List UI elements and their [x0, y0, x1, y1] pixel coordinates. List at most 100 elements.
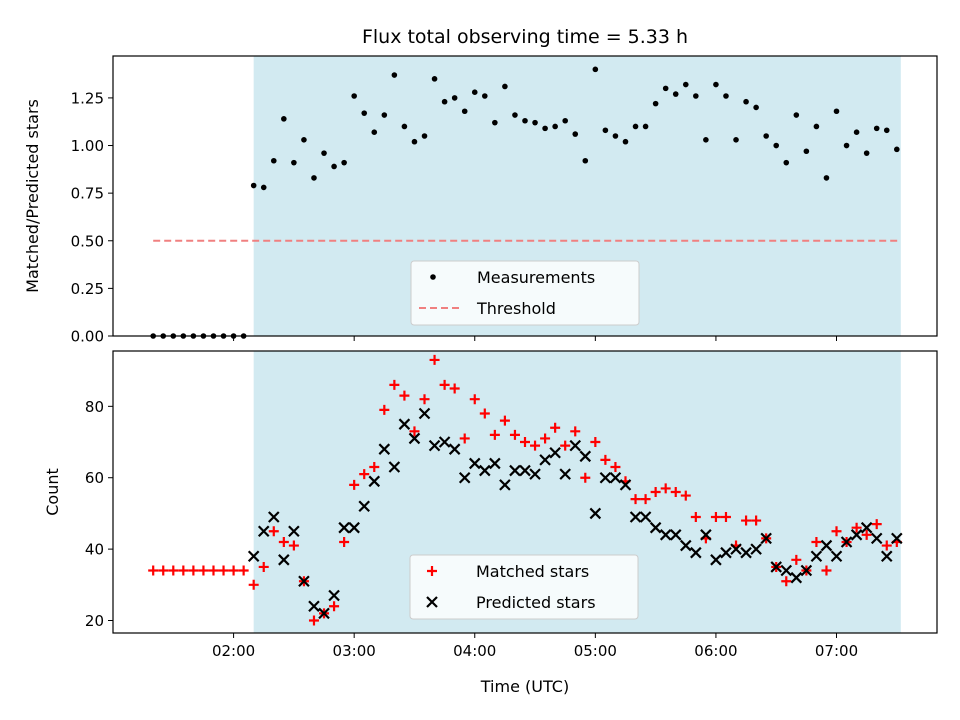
measurement-point	[351, 93, 357, 99]
matched-star-point	[580, 472, 591, 483]
measurement-point	[863, 150, 870, 156]
matched-star-point	[509, 429, 520, 440]
measurement-point	[894, 146, 900, 153]
predicted-star-point	[850, 529, 863, 541]
measurement-point	[713, 81, 719, 88]
matched-star-point	[560, 440, 571, 451]
matched-star-point	[690, 511, 701, 522]
predicted-star-point	[539, 454, 551, 466]
measurement-point	[260, 184, 267, 191]
matched-star-point	[570, 426, 581, 437]
measurement-point	[733, 137, 739, 143]
y-axis-label: Count	[43, 468, 62, 516]
measurement-point	[311, 175, 317, 181]
matched-star-point	[650, 487, 661, 497]
predicted-star-point	[720, 546, 732, 559]
predicted-star-point	[448, 443, 461, 455]
measurement-point	[532, 119, 538, 126]
predicted-star-point	[499, 479, 511, 491]
predicted-star-point	[268, 511, 280, 523]
measurement-point	[341, 159, 347, 166]
measurement-point	[773, 142, 780, 149]
y-tick-label: 0.50	[71, 232, 104, 250]
y-tick-label: 0.25	[71, 280, 104, 298]
measurement-point	[522, 117, 528, 124]
measurement-point	[482, 93, 488, 99]
legend-marker	[426, 596, 438, 608]
matched-star-point	[751, 515, 762, 526]
measurement-point	[783, 159, 790, 166]
matched-star-point	[871, 519, 882, 530]
matched-star-point	[881, 540, 892, 551]
predicted-star-point	[489, 457, 501, 470]
measurement-point	[451, 95, 458, 101]
measurement-point	[843, 142, 850, 149]
measurement-point	[803, 148, 810, 155]
count-panel: 20 40 60 80 02:00 03:00 04:00 05:00 06:00 07:00 Co…	[43, 350, 938, 660]
predicted-star-point	[308, 600, 320, 613]
predicted-star-point	[860, 521, 873, 534]
measurement-point	[592, 66, 599, 73]
matched-star-point	[459, 433, 470, 444]
matched-star-point	[339, 536, 350, 547]
measurement-point	[291, 159, 297, 166]
predicted-star-point	[458, 471, 471, 484]
measurement-point	[401, 123, 408, 130]
matched-star-point	[168, 565, 179, 576]
predicted-star-point	[247, 550, 260, 563]
matched-star-point	[469, 394, 480, 405]
predicted-star-point	[820, 539, 833, 552]
predicted-star-point	[549, 446, 561, 459]
predicted-star-point	[579, 450, 592, 463]
predicted-star-point	[690, 546, 702, 559]
measurement-point	[813, 123, 820, 130]
measurement-point	[582, 157, 589, 164]
measurement-point	[743, 98, 749, 105]
legend: Measurements Threshold	[410, 260, 640, 326]
plot-frame	[112, 55, 938, 337]
y-tick-label: 20	[85, 612, 104, 630]
measurement-point	[793, 112, 800, 118]
y-tick-label: 0.75	[71, 185, 104, 203]
measurement-point	[552, 123, 558, 130]
matched-star-point	[379, 404, 390, 415]
predicted-star-point	[298, 575, 310, 588]
predicted-star-point	[358, 500, 370, 513]
plot-frame	[112, 350, 938, 634]
predicted-star-point	[669, 529, 682, 541]
y-tick-label: 80	[85, 398, 104, 416]
matched-star-point	[429, 354, 440, 365]
measurement-point	[421, 133, 428, 139]
predicted-star-point	[780, 564, 793, 577]
predicted-star-point	[880, 550, 893, 563]
measurement-point	[431, 76, 438, 82]
measurement-point	[602, 127, 609, 134]
matched-star-point	[610, 462, 621, 473]
predicted-star-point	[589, 507, 602, 520]
matched-star-point	[419, 394, 430, 405]
matched-star-point	[329, 601, 340, 612]
predicted-star-point	[810, 550, 823, 563]
x-tick-label: 04:00	[453, 642, 496, 660]
matched-star-point	[449, 383, 460, 394]
legend-box	[410, 260, 640, 326]
predicted-star-point	[519, 464, 531, 477]
measurement-point	[250, 182, 257, 189]
predicted-star-point	[609, 471, 622, 484]
matched-star-point	[228, 565, 239, 576]
measurement-point	[622, 138, 629, 145]
y-tick-label: 0.00	[71, 328, 104, 346]
predicted-star-point	[348, 521, 360, 534]
predicted-star-point	[408, 432, 421, 445]
predicted-star-point	[468, 457, 481, 470]
matched-star-point	[861, 529, 872, 540]
x-tick-label: 05:00	[574, 642, 617, 660]
series-measurements	[150, 66, 900, 339]
matched-star-point	[288, 540, 299, 551]
matched-star-point	[670, 487, 681, 497]
measurement-point	[823, 175, 830, 181]
matched-star-point	[660, 483, 671, 494]
y-axis-label: Matched/Predicted stars	[23, 99, 42, 293]
predicted-star-point	[569, 439, 582, 452]
x-tick-label: 03:00	[333, 642, 376, 660]
